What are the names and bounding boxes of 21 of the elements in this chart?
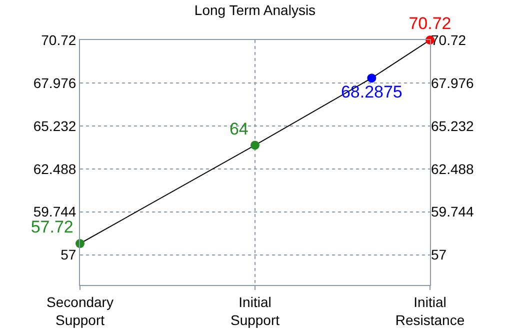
data-label: 64: [229, 119, 248, 138]
y-tick-label: 70.72: [41, 32, 76, 48]
data-label: 68.2875: [340, 82, 402, 102]
x-tick-label: Initial Support: [230, 294, 280, 328]
y2-tick-label: 57: [431, 246, 447, 263]
y2-tick-label: 59.744: [431, 204, 474, 220]
point: [367, 74, 376, 83]
y-tick-label: 65.232: [33, 118, 76, 134]
chart-title: Long Term Analysis: [194, 2, 316, 18]
point: [250, 140, 260, 150]
x-tick-label: Secondary Support: [46, 294, 114, 328]
y-tick-label: 59.744: [33, 204, 76, 220]
y2-tick-label: 67.976: [431, 74, 474, 91]
data-label: 57.72: [30, 218, 74, 237]
y2-tick-label: 62.488: [431, 160, 474, 177]
x-tick-label: Initial Resistance: [395, 294, 465, 328]
data-label: 70.72: [408, 14, 452, 34]
y-tick-label: 57: [60, 246, 76, 263]
y2-tick-label: 65.232: [431, 118, 474, 134]
y-tick-label: 62.488: [33, 160, 76, 177]
y-tick-label: 67.976: [33, 74, 76, 91]
